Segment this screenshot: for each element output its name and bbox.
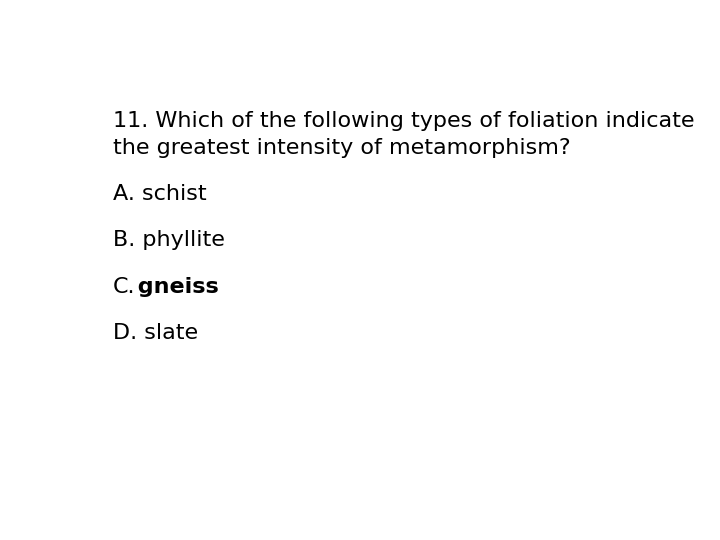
Text: D. slate: D. slate <box>113 323 199 343</box>
Text: C.: C. <box>113 276 136 296</box>
Text: 11. Which of the following types of foliation indicate: 11. Which of the following types of foli… <box>113 111 695 131</box>
Text: gneiss: gneiss <box>130 276 219 296</box>
Text: the greatest intensity of metamorphism?: the greatest intensity of metamorphism? <box>113 138 571 158</box>
Text: B. phyllite: B. phyllite <box>113 231 225 251</box>
Text: A. schist: A. schist <box>113 184 207 204</box>
